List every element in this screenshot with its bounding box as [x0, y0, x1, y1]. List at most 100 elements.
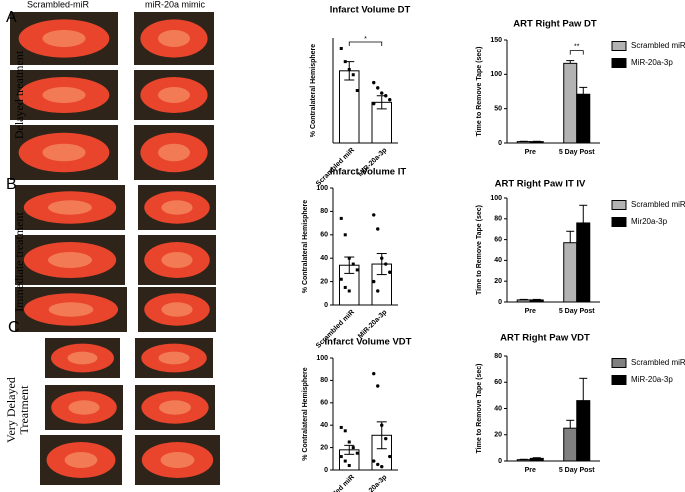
column-header: Scrambled-miR	[27, 0, 90, 9]
brain-center	[160, 452, 195, 468]
data-point	[376, 462, 380, 467]
brain-center	[158, 30, 190, 47]
row-label: Immediate treatment	[12, 212, 26, 312]
brain-center	[161, 252, 193, 268]
y-tick-label: 100	[316, 185, 328, 192]
data-point	[343, 429, 347, 433]
y-tick-label: 60	[320, 400, 328, 407]
y-tick-label: 0	[498, 458, 502, 465]
data-point	[351, 73, 355, 77]
x-tick-label: Pre	[525, 308, 536, 315]
data-point	[347, 464, 351, 468]
brain-center	[158, 87, 190, 103]
x-tick-label: 5 Day Post	[559, 308, 595, 315]
legend-label: Mir20a-3p	[631, 217, 668, 226]
y-tick-label: 40	[320, 255, 328, 262]
significance-bracket	[569, 50, 584, 55]
brain-images	[10, 12, 220, 485]
y-axis-label: Time to Remove Tape (sec)	[476, 205, 483, 295]
legend-label: MiR-20a-3p	[631, 375, 673, 384]
significance-bracket	[348, 41, 383, 46]
legend-swatch	[611, 58, 627, 68]
data-point	[339, 216, 343, 220]
y-tick-label: 100	[316, 355, 328, 362]
data-point	[347, 289, 351, 293]
bar	[529, 457, 544, 462]
bar	[576, 400, 591, 462]
x-tick-label: Pre	[525, 467, 536, 474]
brain-center	[48, 200, 92, 215]
data-point	[372, 459, 376, 463]
significance: *	[364, 36, 367, 43]
y-tick-label: 40	[494, 257, 502, 264]
brain-center	[42, 30, 86, 47]
legend-label: Scrambled miR	[631, 41, 685, 50]
y-tick-label: 60	[320, 232, 328, 239]
y-tick-label: 100	[490, 71, 502, 78]
data-point	[343, 233, 347, 237]
y-tick-label: 20	[320, 278, 328, 285]
y-axis-label: % Contralateral Hemisphere	[302, 367, 309, 460]
x-tick-label: MiR-20a-3p	[357, 309, 388, 340]
data-point	[343, 60, 347, 64]
bar	[563, 242, 578, 303]
y-tick-label: 0	[324, 302, 328, 309]
y-tick-label: 80	[320, 208, 328, 215]
legend-swatch	[611, 200, 627, 210]
data-point	[380, 423, 384, 427]
data-point	[376, 384, 380, 388]
chart-title: Infarct Volume DT	[330, 5, 411, 16]
chart-title: Infarct Volume VDT	[325, 337, 412, 348]
data-point	[339, 455, 343, 459]
data-point	[339, 277, 343, 281]
data-point	[343, 285, 347, 289]
brain-center	[161, 302, 193, 317]
y-tick-label: 60	[494, 379, 502, 386]
significance: **	[574, 43, 580, 50]
y-tick-label: 40	[494, 405, 502, 412]
y-tick-label: 60	[494, 236, 502, 243]
column-header: miR-20a mimic	[145, 0, 206, 9]
legend-swatch	[611, 375, 627, 385]
data-point	[380, 464, 384, 469]
data-point	[384, 436, 388, 441]
brain-center	[67, 351, 98, 365]
brain-center	[42, 143, 86, 162]
brain-center	[161, 200, 193, 215]
data-point	[372, 213, 376, 217]
y-tick-label: 50	[494, 106, 502, 113]
brain-center	[42, 87, 86, 103]
data-point	[380, 256, 384, 260]
data-point	[376, 289, 380, 293]
legend-label: MiR-20a-3p	[631, 58, 673, 67]
data-point	[372, 101, 376, 106]
chart-title: Infarct Volume IT	[330, 167, 407, 178]
x-tick-label: 5 Day Post	[559, 467, 595, 474]
data-point	[347, 256, 351, 260]
legend-swatch	[611, 358, 627, 368]
data-point	[347, 68, 351, 71]
data-point	[343, 459, 347, 463]
y-tick-label: 0	[498, 140, 502, 147]
chart-title: ART Right Paw VDT	[500, 333, 590, 344]
data-point	[372, 279, 376, 284]
legend-label: Scrambled miR	[631, 200, 685, 209]
row-label: Delayed treatment	[12, 50, 26, 139]
x-tick-label: Pre	[525, 149, 536, 156]
data-point	[388, 270, 392, 274]
bar	[516, 459, 531, 462]
y-tick-label: 0	[498, 299, 502, 306]
bar	[529, 141, 544, 144]
data-point	[351, 446, 355, 450]
legend-swatch	[611, 41, 627, 51]
bar	[576, 222, 591, 303]
x-tick-label: MiR-20a-3p	[357, 474, 388, 492]
data-point	[339, 47, 343, 50]
y-axis-label: % Contralateral Hemisphere	[302, 200, 309, 293]
data-point	[339, 425, 343, 429]
data-point	[355, 89, 359, 92]
brain-center	[68, 400, 100, 415]
data-point	[384, 262, 388, 266]
y-tick-label: 80	[494, 216, 502, 223]
